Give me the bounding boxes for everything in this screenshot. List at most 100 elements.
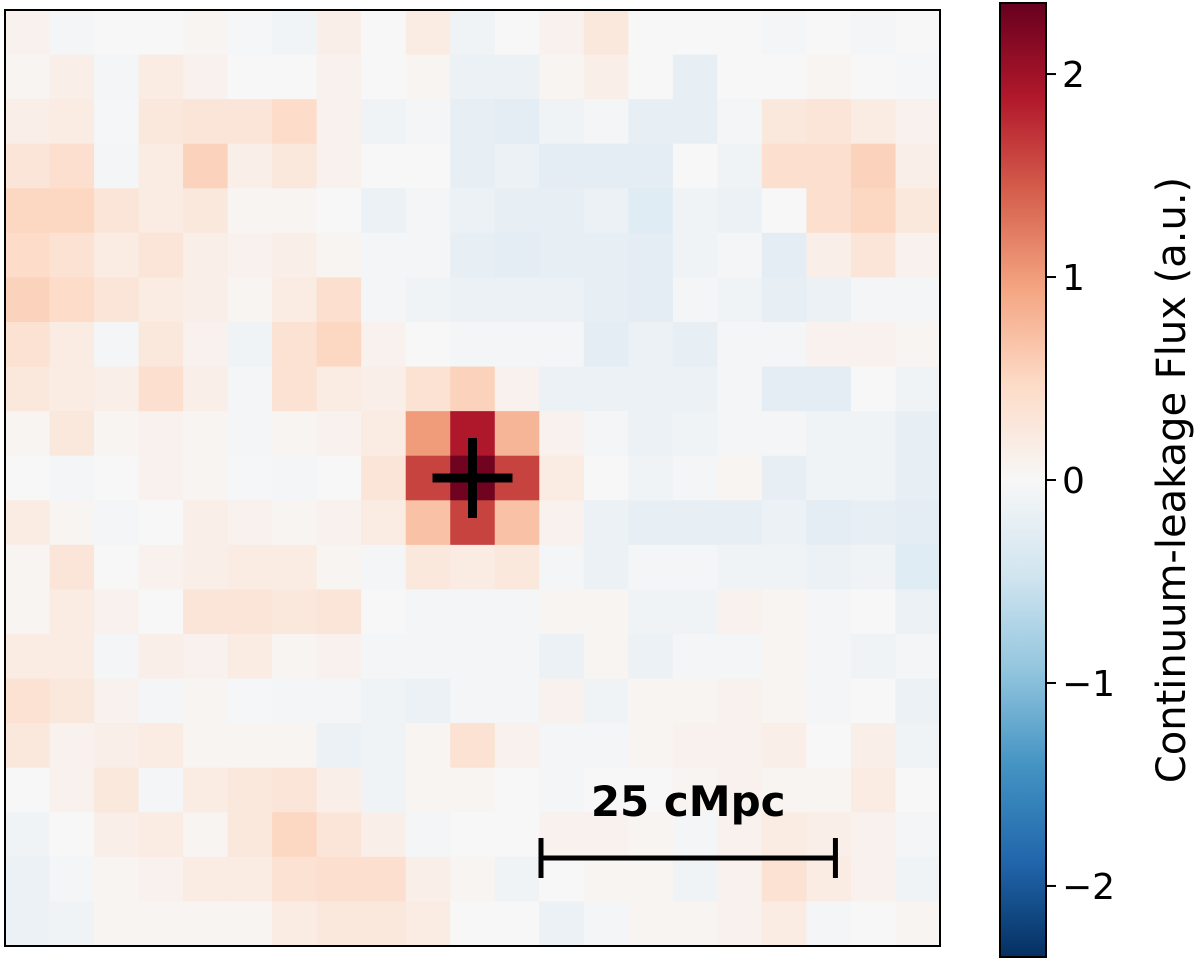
- heatmap-cell: [183, 856, 229, 903]
- colorbar-tick-label: −1: [1062, 664, 1115, 705]
- heatmap-cell: [583, 812, 629, 858]
- heatmap-cell: [405, 188, 451, 234]
- heatmap-cell: [5, 188, 51, 234]
- heatmap-cell: [717, 322, 763, 368]
- heatmap-cell: [717, 99, 763, 145]
- heatmap-cell: [361, 500, 407, 546]
- heatmap-cell: [539, 723, 585, 769]
- heatmap-cell: [227, 411, 273, 457]
- heatmap-cell: [272, 589, 318, 635]
- heatmap-cell: [494, 500, 540, 546]
- heatmap-cell: [450, 99, 496, 145]
- heatmap-cell: [183, 232, 229, 279]
- heatmap-cell: [138, 812, 184, 858]
- heatmap-cell: [628, 366, 674, 412]
- heatmap-cell: [450, 10, 496, 56]
- heatmap-cell: [717, 500, 763, 546]
- heatmap-cell: [628, 812, 674, 858]
- heatmap-cell: [227, 589, 273, 635]
- heatmap-cell: [850, 455, 897, 501]
- heatmap-cell: [361, 54, 407, 100]
- heatmap-cell: [5, 455, 51, 501]
- heatmap-cell: [850, 366, 897, 412]
- heatmap-cell: [761, 232, 808, 279]
- heatmap-cell: [806, 634, 852, 680]
- heatmap-cell: [895, 277, 941, 323]
- heatmap-cell: [628, 856, 674, 903]
- heatmap-cell: [494, 54, 540, 100]
- colorbar: [999, 2, 1047, 958]
- heatmap-cell: [672, 589, 718, 635]
- heatmap-cell: [761, 634, 808, 680]
- heatmap-cell: [94, 277, 140, 323]
- heatmap-cell: [672, 634, 718, 680]
- heatmap-cell: [5, 500, 51, 546]
- heatmap-cell: [49, 232, 95, 279]
- heatmap-cell: [316, 366, 362, 412]
- heatmap-cell: [183, 322, 229, 368]
- heatmap-cell: [272, 232, 318, 279]
- heatmap-cell: [494, 188, 540, 234]
- heatmap-cell: [405, 901, 451, 947]
- heatmap-cell: [761, 99, 808, 145]
- heatmap-cell: [49, 322, 95, 368]
- heatmap-cell: [138, 188, 184, 234]
- colorbar-tick-label: −2: [1062, 867, 1115, 908]
- heatmap-cell: [539, 767, 585, 813]
- heatmap-cell: [5, 767, 51, 813]
- heatmap-cell: [361, 143, 407, 189]
- heatmap-cell: [628, 188, 674, 234]
- heatmap-cell: [628, 54, 674, 100]
- heatmap-cell: [49, 500, 95, 546]
- heatmap-cell: [183, 678, 229, 724]
- heatmap-cell: [316, 99, 362, 145]
- heatmap-cell: [494, 322, 540, 368]
- heatmap-cell: [49, 812, 95, 858]
- heatmap-cell: [761, 455, 808, 501]
- heatmap-cell: [539, 812, 585, 858]
- heatmap-cell: [895, 54, 941, 100]
- heatmap-cell: [316, 589, 362, 635]
- heatmap-cell: [672, 54, 718, 100]
- heatmap-cell: [672, 411, 718, 457]
- heatmap-cell: [227, 856, 273, 903]
- heatmap-cell: [316, 634, 362, 680]
- heatmap-cell: [717, 812, 763, 858]
- heatmap-cell: [583, 901, 629, 947]
- heatmap-cell: [272, 188, 318, 234]
- scale-bar: 25 cMpc: [538, 777, 838, 878]
- heatmap-cell: [895, 544, 941, 591]
- heatmap-cell: [5, 54, 51, 100]
- heatmap-cell: [717, 634, 763, 680]
- heatmap-cell: [5, 277, 51, 323]
- heatmap-cell: [539, 634, 585, 680]
- heatmap-cell: [227, 812, 273, 858]
- scale-bar-label: 25 cMpc: [591, 777, 786, 826]
- heatmap-cell: [361, 366, 407, 412]
- heatmap-cell: [583, 500, 629, 546]
- heatmap-cell: [138, 99, 184, 145]
- heatmap-cell: [94, 856, 140, 903]
- heatmap-cell: [761, 500, 808, 546]
- heatmap-cell: [138, 10, 184, 56]
- heatmap-cell: [316, 455, 362, 501]
- heatmap-cell: [628, 678, 674, 724]
- heatmap-cell: [272, 634, 318, 680]
- heatmap-cell: [138, 277, 184, 323]
- heatmap-cell: [227, 322, 273, 368]
- heatmap-cell: [227, 678, 273, 724]
- heatmap-cell: [806, 277, 852, 323]
- heatmap-cell: [272, 500, 318, 546]
- heatmap-cell: [49, 544, 95, 591]
- heatmap-cell: [850, 500, 897, 546]
- heatmap-cell: [405, 54, 451, 100]
- heatmap-cell: [806, 723, 852, 769]
- heatmap-cell: [717, 544, 763, 591]
- heatmap-cell: [316, 411, 362, 457]
- heatmap-cell: [895, 188, 941, 234]
- heatmap-cell: [761, 54, 808, 100]
- heatmap-cell: [227, 232, 273, 279]
- heatmap-cell: [49, 767, 95, 813]
- heatmap-cell: [583, 99, 629, 145]
- heatmap-cell: [583, 277, 629, 323]
